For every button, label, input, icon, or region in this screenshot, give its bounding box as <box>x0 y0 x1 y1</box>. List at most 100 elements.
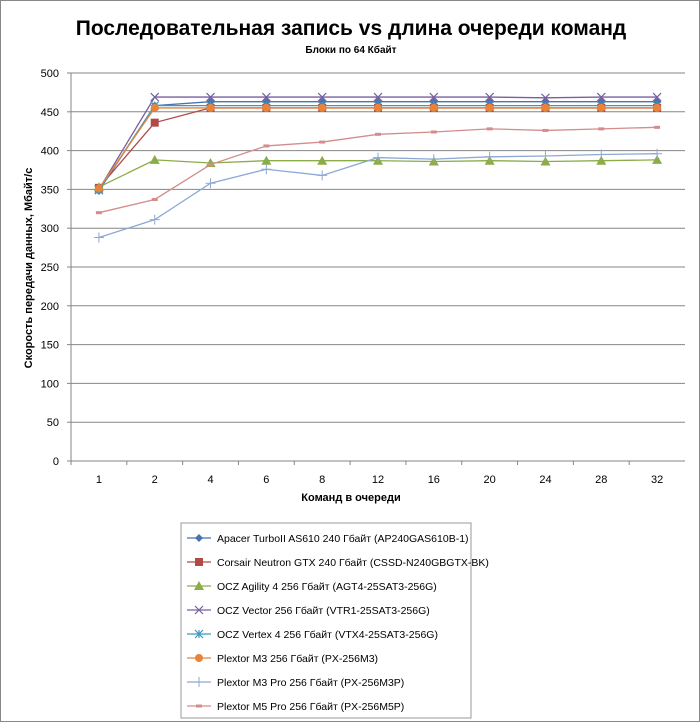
x-tick-label: 24 <box>539 474 551 486</box>
x-tick-label: 32 <box>651 474 663 486</box>
series-1 <box>94 103 662 192</box>
legend-label: OCZ Vector 256 Гбайт (VTR1-25SAT3-256G) <box>217 605 430 617</box>
x-tick-label: 28 <box>595 474 607 486</box>
data-point <box>652 154 663 164</box>
data-point <box>95 211 102 215</box>
data-point <box>374 103 382 112</box>
data-point <box>598 127 605 131</box>
data-point <box>596 149 607 160</box>
y-tick-label: 450 <box>41 107 59 119</box>
data-point <box>206 103 215 112</box>
data-point <box>430 130 437 134</box>
legend-label: Plextor M5 Pro 256 Гбайт (PX-256M5P) <box>217 701 404 713</box>
data-point <box>319 140 326 144</box>
x-tick-label: 1 <box>96 474 102 486</box>
series-line <box>98 107 658 189</box>
data-point <box>261 155 272 165</box>
x-tick-label: 4 <box>207 474 213 486</box>
y-tick-label: 100 <box>41 378 59 390</box>
legend-label: Corsair Neutron GTX 240 Гбайт (CSSD-N240… <box>217 557 489 569</box>
y-tick-label: 350 <box>41 184 59 196</box>
data-point <box>541 93 550 103</box>
data-point <box>540 151 551 162</box>
data-point <box>652 148 663 159</box>
data-point <box>195 558 203 566</box>
data-point <box>94 184 103 193</box>
y-axis-label: Скорость передачи данных, Мбайт/с <box>23 168 35 369</box>
data-point <box>196 704 202 708</box>
y-tick-label: 400 <box>41 146 59 158</box>
data-point <box>429 103 438 112</box>
data-point <box>194 605 204 615</box>
data-point <box>317 155 328 165</box>
legend-label: OCZ Agility 4 256 Гбайт (AGT4-25SAT3-256… <box>217 581 437 593</box>
x-axis-label: Команд в очереди <box>301 492 400 504</box>
data-point <box>205 178 216 189</box>
data-point <box>429 92 439 102</box>
data-point <box>207 163 214 167</box>
data-point <box>653 103 662 112</box>
data-point <box>654 125 661 129</box>
data-point <box>596 92 606 102</box>
series-line <box>98 126 658 214</box>
data-point <box>150 118 159 127</box>
chart-subtitle: Блоки по 64 Кбайт <box>305 44 396 56</box>
data-point <box>652 92 662 102</box>
data-point <box>151 197 158 201</box>
y-tick-label: 250 <box>41 262 59 274</box>
data-point <box>317 170 328 181</box>
data-point <box>261 92 271 102</box>
y-tick-label: 200 <box>41 301 59 313</box>
data-point <box>261 164 272 175</box>
data-point <box>262 103 271 112</box>
data-point <box>596 155 607 165</box>
legend-label: OCZ Vertex 4 256 Гбайт (VTX4-25SAT3-256G… <box>217 629 438 641</box>
y-tick-label: 0 <box>53 456 59 468</box>
data-point <box>194 677 204 687</box>
data-point <box>484 151 495 162</box>
y-tick-label: 300 <box>41 223 59 235</box>
data-point <box>428 154 439 165</box>
x-tick-label: 6 <box>263 474 269 486</box>
series-line <box>98 107 658 189</box>
series-5 <box>94 103 662 193</box>
data-point <box>318 103 327 112</box>
data-point <box>375 132 381 136</box>
data-point <box>195 654 203 662</box>
data-point <box>373 92 383 102</box>
data-point <box>542 128 549 132</box>
y-tick-label: 150 <box>41 340 59 352</box>
y-tick-label: 500 <box>41 68 59 80</box>
data-point <box>485 103 494 112</box>
data-point <box>194 629 204 639</box>
legend-box <box>180 522 472 719</box>
series-line <box>98 153 658 239</box>
x-tick-label: 12 <box>372 474 384 486</box>
x-tick-label: 8 <box>319 474 325 486</box>
series-7 <box>95 125 661 215</box>
data-point <box>206 92 215 102</box>
data-point <box>195 534 203 542</box>
data-point <box>194 581 204 590</box>
data-point <box>93 232 104 243</box>
y-tick-label: 50 <box>47 417 59 429</box>
data-point <box>373 152 383 163</box>
data-point <box>149 154 160 164</box>
x-tick-label: 2 <box>152 474 158 486</box>
x-tick-label: 16 <box>428 474 440 486</box>
legend-label: Plextor M3 256 Гбайт (PX-256M3) <box>217 653 378 665</box>
data-point <box>485 92 495 102</box>
data-point <box>317 92 327 102</box>
chart-title: Последовательная запись vs длина очереди… <box>76 17 627 40</box>
series-line <box>98 104 658 191</box>
data-point <box>486 127 493 131</box>
data-point <box>149 214 160 225</box>
data-point <box>263 144 270 148</box>
data-point <box>150 92 160 102</box>
legend-label: Apacer TurboII AS610 240 Гбайт (AP240GAS… <box>217 533 469 545</box>
data-point <box>150 103 159 112</box>
series-6 <box>93 148 663 243</box>
data-point <box>597 103 606 112</box>
